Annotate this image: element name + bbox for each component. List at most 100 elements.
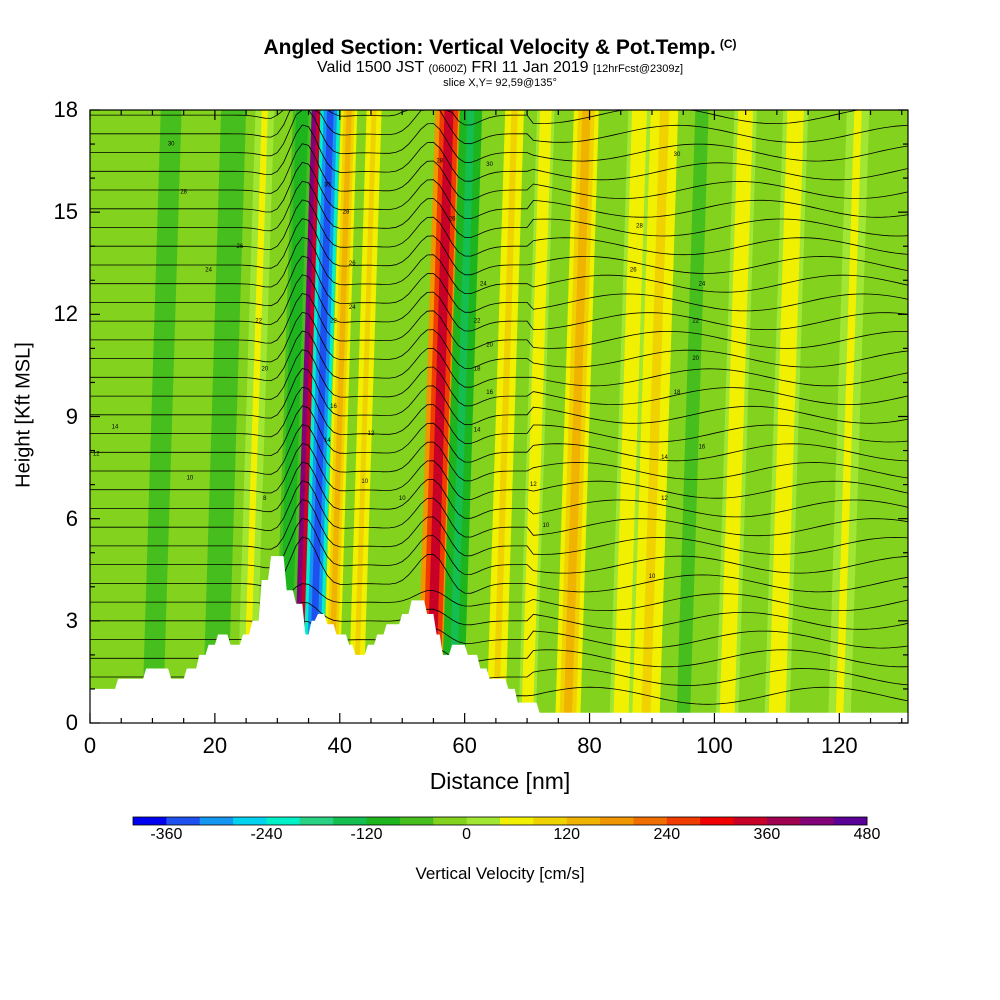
colorbar-swatch xyxy=(166,817,201,825)
colorbar-swatch xyxy=(700,817,735,825)
colorbar-swatch xyxy=(299,817,334,825)
colorbar-tick-label: -240 xyxy=(250,826,283,843)
isotherm-line xyxy=(90,386,908,444)
subtitle-date: FRI 11 Jan 2019 xyxy=(471,59,589,76)
y-tick-label: 12 xyxy=(53,301,78,327)
isotherm-label: 30 xyxy=(324,183,331,189)
velocity-band-layer xyxy=(147,110,177,723)
colorbar-swatch xyxy=(766,817,801,825)
isotherm-label: 26 xyxy=(349,261,356,267)
isotherm-label: 10 xyxy=(361,479,368,485)
velocity-band xyxy=(202,110,247,723)
velocity-bands xyxy=(136,110,870,723)
velocity-band xyxy=(828,110,870,723)
colorbar-swatch xyxy=(733,817,768,825)
x-tick-label: 40 xyxy=(327,733,352,758)
velocity-band xyxy=(715,110,757,723)
terrain xyxy=(90,556,908,723)
colorbar-tick-label: 360 xyxy=(753,826,781,843)
isotherm-label: 22 xyxy=(255,319,262,325)
velocity-band xyxy=(764,110,809,723)
velocity-band-layer xyxy=(679,110,706,723)
colorbar xyxy=(132,816,868,826)
plot-area: 30 28 26 24 22 20 14 12 10 8 30 28 26 24 22 16 14 12 10 10 2… xyxy=(90,110,908,723)
velocity-band xyxy=(301,110,341,723)
velocity-band xyxy=(347,110,382,723)
subtitle-valid: Valid 1500 JST xyxy=(316,59,424,76)
isotherm-label: 8 xyxy=(263,496,267,502)
y-tick-label: 9 xyxy=(65,403,78,429)
isotherm-line xyxy=(90,424,908,482)
isotherm-label: 20 xyxy=(486,343,493,349)
isotherm-label: 26 xyxy=(630,268,637,274)
colorbar-swatch xyxy=(566,817,601,825)
isotherm-label: 20 xyxy=(261,366,268,372)
isotherm-label: 26 xyxy=(449,217,456,223)
isotherm-label: 22 xyxy=(474,319,481,325)
velocity-band xyxy=(555,110,599,723)
slice-info: slice X,Y= 92,59@135° xyxy=(443,77,557,89)
velocity-band xyxy=(518,110,555,723)
velocity-band-layer xyxy=(641,110,670,723)
isotherm-label: 24 xyxy=(699,281,706,287)
isotherm-label: 18 xyxy=(474,366,481,372)
colorbar-swatch xyxy=(466,817,501,825)
velocity-band xyxy=(486,110,524,723)
isotherm-label: 28 xyxy=(343,210,350,216)
isotherm-label: 14 xyxy=(661,455,668,461)
colorbar-swatch xyxy=(500,817,534,825)
isotherm-line xyxy=(90,311,908,369)
velocity-band-layer xyxy=(352,110,377,723)
velocity-band-layer xyxy=(280,110,306,723)
isotherm-label: 28 xyxy=(436,159,443,165)
subtitle-utc: (0600Z) xyxy=(428,63,467,75)
isotherm-line xyxy=(90,293,908,351)
isotherm-label: 30 xyxy=(168,142,175,148)
isotherm-label: 16 xyxy=(486,390,493,396)
velocity-band xyxy=(440,110,483,723)
isotherm-label: 22 xyxy=(330,319,337,325)
colorbar-swatch xyxy=(133,817,167,825)
velocity-band-layer xyxy=(327,110,352,723)
y-tick-label: 6 xyxy=(65,505,78,531)
isotherm-label: 12 xyxy=(93,452,100,458)
velocity-band-layer xyxy=(835,110,862,723)
velocity-band-layer xyxy=(524,110,549,723)
colorbar-tick-label: 0 xyxy=(462,826,472,843)
title-tag: (C) xyxy=(719,37,737,51)
isotherm-line xyxy=(90,143,908,201)
velocity-band xyxy=(136,110,187,723)
isotherm-label: 24 xyxy=(349,305,356,311)
y-tick-marks xyxy=(90,109,908,724)
colorbar-swatch xyxy=(266,817,301,825)
isotherm-label: 10 xyxy=(399,496,406,502)
isotherm-label: 14 xyxy=(324,438,331,444)
x-tick-label: 0 xyxy=(83,733,97,758)
y-tick-label: 18 xyxy=(53,97,78,122)
colorbar-swatch xyxy=(333,817,368,825)
chart-title: Angled Section: Vertical Velocity & Pot.… xyxy=(0,36,1000,60)
velocity-band-layer xyxy=(772,110,800,723)
velocity-band-layer xyxy=(723,110,750,723)
isotherm-line xyxy=(90,180,908,238)
colorbar-tick-label: 480 xyxy=(853,826,881,843)
colorbar-swatch xyxy=(633,817,668,825)
colorbar-tick-label: 240 xyxy=(653,826,681,843)
colorbar-tick-label: -120 xyxy=(350,826,383,843)
isotherm-label: 24 xyxy=(205,268,212,274)
isotherm-label: 12 xyxy=(661,496,668,502)
velocity-band-layer xyxy=(448,110,475,723)
velocity-band-layer xyxy=(492,110,518,723)
colorbar-swatch xyxy=(666,817,701,825)
isotherm-line xyxy=(90,405,908,463)
colorbar-swatch xyxy=(433,817,468,825)
title-text: Angled Section: Vertical Velocity & Pot.… xyxy=(263,36,716,59)
isotherm-line xyxy=(90,110,908,145)
velocity-band xyxy=(416,110,463,723)
isotherm-line xyxy=(90,480,908,538)
x-tick-label: 100 xyxy=(696,733,733,758)
isotherm-line xyxy=(90,499,908,557)
isotherm-line xyxy=(90,110,908,163)
colorbar-swatch xyxy=(233,817,267,825)
x-tick-label: 120 xyxy=(820,733,858,758)
